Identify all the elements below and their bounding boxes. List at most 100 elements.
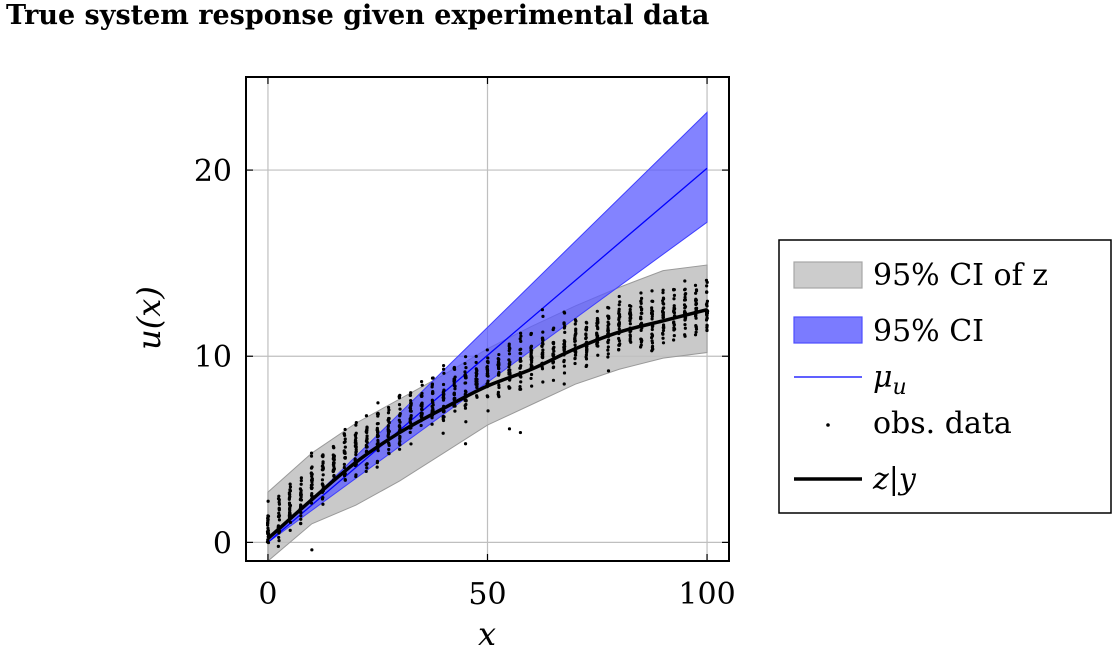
obs-point [639,337,643,341]
obs-point [584,336,588,341]
obs-point [375,465,379,469]
obs-point [562,371,567,375]
obs-point [694,327,699,331]
obs-point [365,440,369,445]
obs-point [507,427,512,431]
obs-point [452,381,456,385]
obs-point [562,364,567,368]
obs-point [683,295,687,299]
obs-point [474,360,478,365]
obs-point [343,445,347,449]
x-tick-label: 0 [258,577,277,612]
obs-point [551,341,555,345]
obs-point [584,345,589,350]
legend-swatch-ci-z [793,261,863,289]
obs-point [277,514,281,518]
obs-point [376,440,380,445]
obs-point [496,393,501,398]
obs-point [672,311,677,315]
obs-point [584,333,588,337]
obs-point [661,316,665,320]
obs-point [694,291,698,295]
obs-point [639,308,644,312]
obs-point [452,378,457,382]
obs-point [617,343,621,347]
obs-point [354,420,358,425]
obs-point [518,430,523,435]
obs-point [485,365,489,370]
obs-point [529,354,534,359]
obs-point [562,342,567,346]
obs-point [596,325,600,330]
obs-point [704,278,709,282]
obs-point [519,331,523,335]
obs-point [343,437,347,441]
obs-point [661,310,666,315]
obs-point [397,447,402,451]
obs-point [617,348,621,352]
obs-point [519,387,523,391]
obs-point [585,325,589,329]
obs-point [386,417,390,422]
obs-point [672,320,676,324]
x-tick-label: 50 [468,577,506,612]
obs-point [507,385,511,389]
obs-point [376,434,380,438]
obs-point [639,340,643,344]
mu-line-path [267,167,708,543]
obs-point [672,293,677,297]
obs-point [342,440,346,445]
obs-data [265,278,710,552]
obs-point [386,405,391,410]
obs-point [519,347,523,351]
obs-point [573,361,577,366]
legend: 95% CI of z 95% CI μu obs. data z|y [778,239,1112,514]
obs-point [497,383,501,387]
obs-point [441,390,445,394]
obs-point [518,366,522,370]
obs-point [475,384,479,388]
legend-swatch-ci [793,316,863,344]
obs-point [704,302,709,307]
obs-point [354,473,358,477]
obs-point [287,496,292,500]
obs-point [705,284,709,288]
obs-point [639,305,643,309]
obs-point [441,398,446,402]
obs-point [420,391,424,395]
obs-point [574,351,578,355]
obs-point [497,370,501,375]
obs-point [441,363,446,368]
obs-point [486,369,490,373]
y-tick-label: 10 [194,340,232,375]
obs-point [342,462,346,466]
obs-point [277,535,281,540]
obs-point [277,511,281,515]
obs-point [408,393,412,397]
obs-point [376,449,380,453]
obs-point [693,283,698,287]
obs-point [277,506,281,510]
obs-point [442,371,446,375]
obs-point [453,384,457,388]
obs-point [650,327,654,332]
obs-point [705,324,709,328]
obs-point [661,296,666,300]
obs-point [519,351,523,356]
x-axis-label: x [478,615,496,650]
obs-point [573,343,577,347]
obs-point [596,353,600,357]
obs-point [541,380,545,384]
obs-point [310,477,314,481]
obs-point [595,333,599,337]
obs-point [342,465,346,470]
obs-point [310,474,314,478]
obs-point [683,287,687,291]
obs-point [563,330,567,334]
obs-point [596,344,600,348]
axis-ticks: 0 50 100 0 10 20 [194,77,736,612]
obs-point [693,333,698,337]
obs-point [507,342,511,346]
obs-point [551,360,555,365]
obs-point [342,474,347,478]
